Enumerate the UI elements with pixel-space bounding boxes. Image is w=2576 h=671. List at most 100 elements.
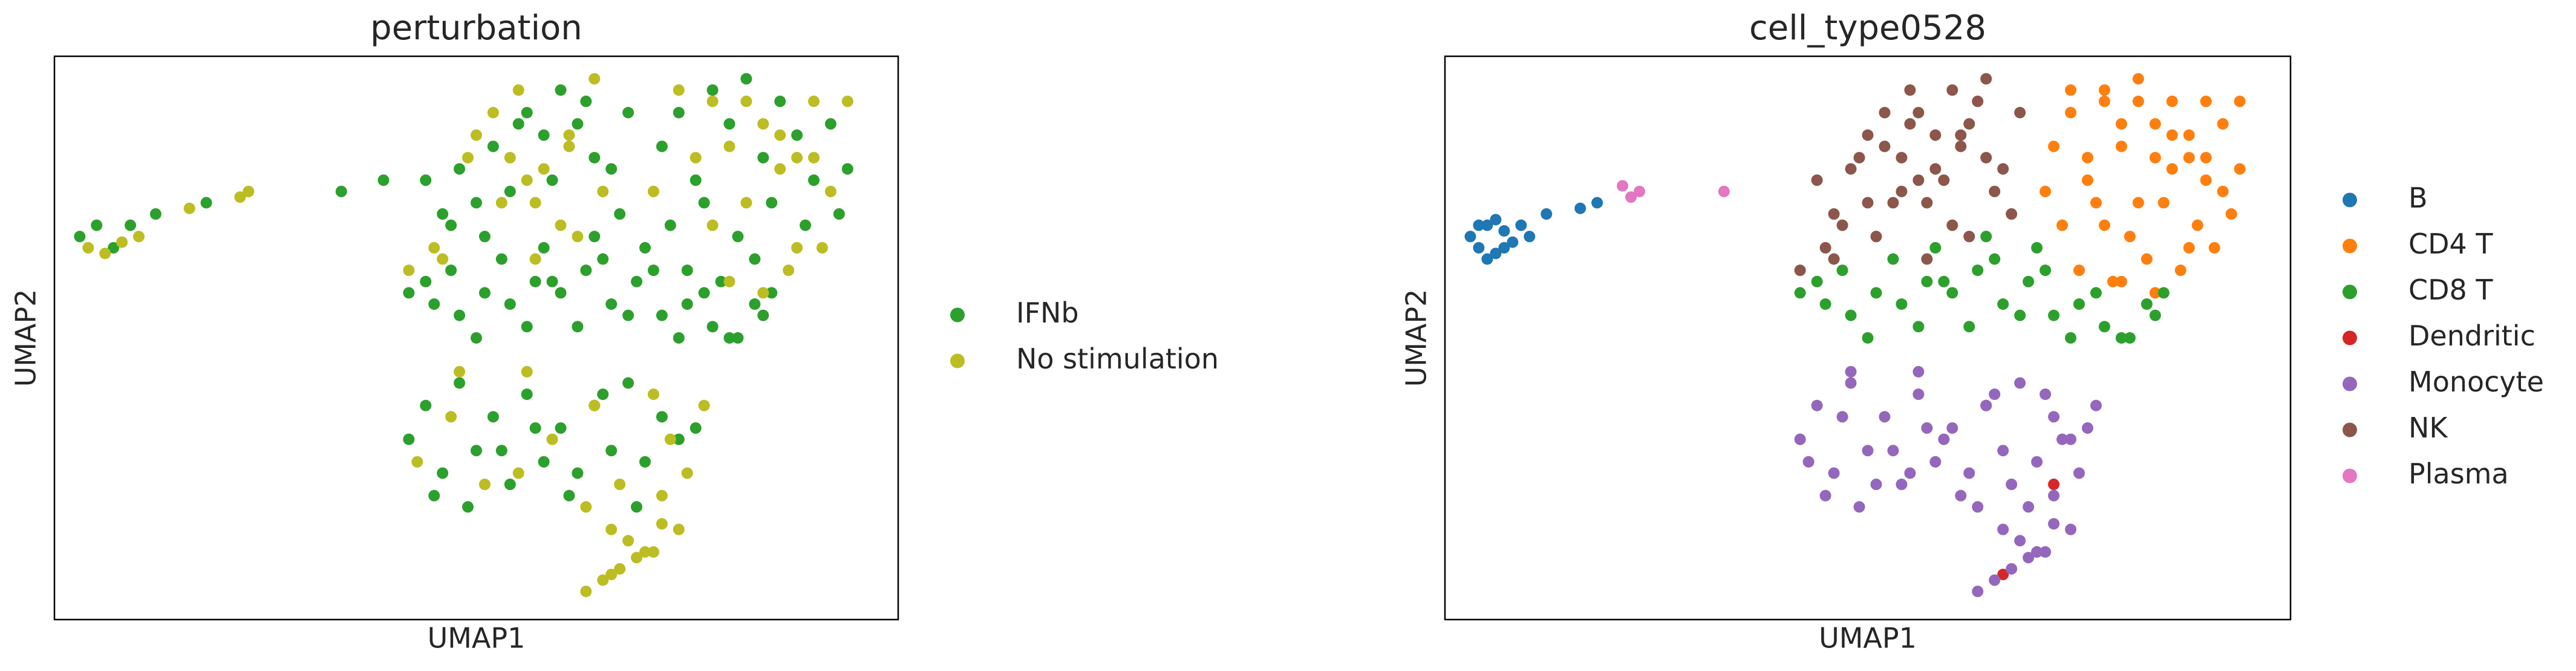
point [2149,152,2161,164]
point [521,365,533,378]
point [732,231,744,243]
point [1980,152,1992,164]
point [478,231,491,243]
point [723,332,735,344]
point [2081,152,2093,164]
point [2065,433,2077,445]
point [2183,129,2195,141]
point [2040,185,2052,197]
point [2048,140,2060,152]
point [572,118,584,130]
point [2234,95,2246,107]
point [512,84,524,96]
point [125,219,137,231]
point [2040,388,2052,401]
point [1507,236,1519,248]
point [833,208,845,220]
point [2166,163,2178,175]
point [2183,152,2195,164]
point [749,253,761,265]
point [1574,202,1586,214]
point [673,523,685,535]
point [2056,433,2069,445]
point [1819,242,1831,254]
point [462,501,474,513]
point [2107,275,2119,287]
point [82,242,94,254]
point [2014,309,2026,321]
point [2023,275,2035,287]
point [1904,84,1916,96]
point [1896,298,1908,310]
point [749,298,761,310]
point [2073,264,2085,277]
legend-label: NK [2408,411,2448,444]
point [1929,129,1942,141]
point [2023,501,2035,513]
point [428,298,440,310]
point [1811,275,1823,287]
point [377,174,390,186]
point [1541,208,1553,220]
point [1989,388,2001,401]
point [673,84,685,96]
point [1490,247,1502,260]
point [563,489,575,502]
point [1989,574,2001,586]
point [2234,163,2246,175]
point [2191,219,2203,231]
point [2183,242,2195,254]
point [2115,118,2127,130]
point [504,298,516,310]
point [808,174,820,186]
point [2225,208,2237,220]
point [521,321,533,333]
point [1896,185,1908,197]
point [808,95,820,107]
point [1819,298,1831,310]
point [2031,242,2043,254]
point [2098,84,2110,96]
point [589,399,601,411]
point [2141,253,2153,265]
point [774,163,786,175]
point [605,298,618,310]
point [681,264,693,277]
point [723,140,735,152]
point [1972,585,1984,597]
point [673,106,685,119]
point [1845,377,1857,389]
point [1963,118,1975,130]
point [1955,129,1967,141]
point [2132,197,2144,209]
point [841,163,853,175]
point [1862,129,1874,141]
point [597,253,609,265]
point [1802,456,1815,468]
point [521,388,533,401]
legend-label: CD4 T [2408,227,2493,260]
point [411,456,423,468]
point [723,275,735,287]
point [1836,219,1848,231]
point [631,275,643,287]
x-axis-label: UMAP1 [1819,622,1917,655]
point [1845,309,1857,321]
point [1490,214,1502,226]
point [521,174,533,186]
point [614,563,626,575]
point [1896,152,1908,164]
point [605,163,618,175]
point [1887,197,1899,209]
point [1879,106,1891,119]
point [504,185,516,197]
point [1912,106,1925,119]
point [116,236,128,248]
point [706,95,719,107]
point [656,411,668,423]
point [2014,106,2026,119]
point [605,523,618,535]
point [2006,479,2018,491]
point [1591,197,1603,209]
